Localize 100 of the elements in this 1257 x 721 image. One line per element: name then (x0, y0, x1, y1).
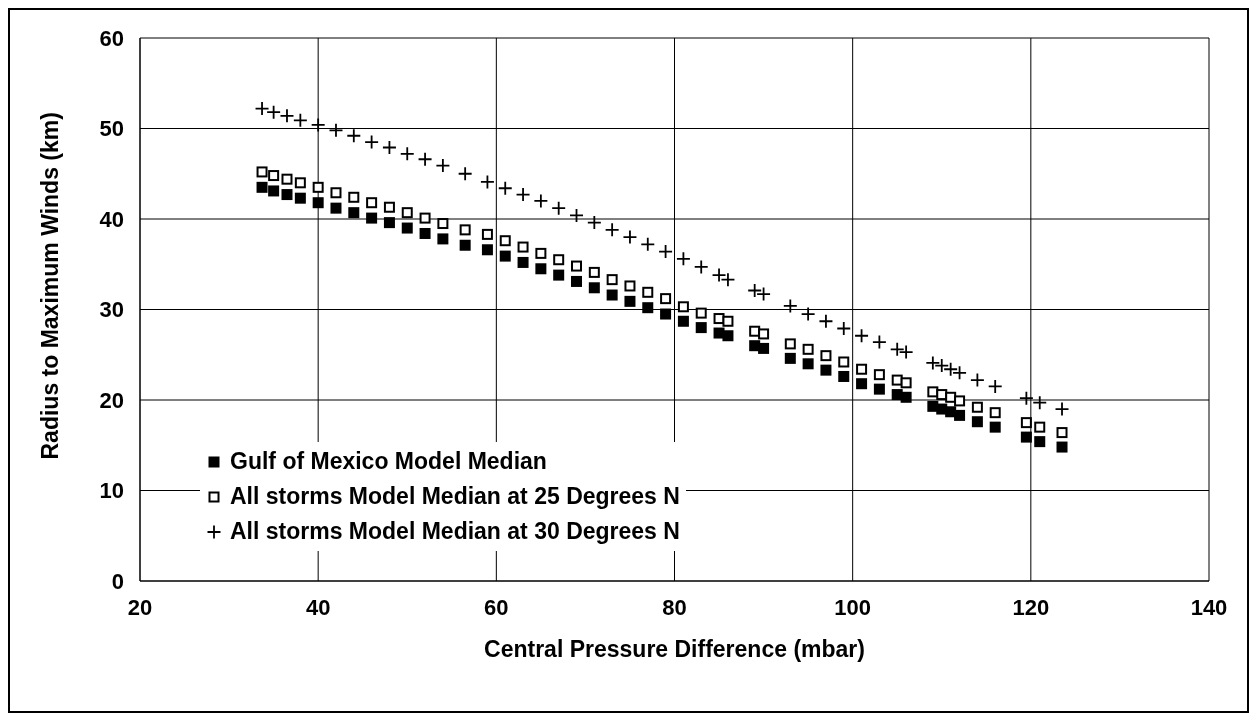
point (838, 370, 850, 382)
point (838, 356, 850, 368)
point (802, 358, 814, 370)
point (459, 239, 471, 251)
x-tick-label: 60 (484, 594, 509, 620)
point (677, 301, 689, 313)
point (758, 342, 770, 354)
legend-label: All storms Model Median at 25 Degrees N (230, 483, 680, 510)
y-tick-label: 40 (99, 206, 124, 232)
point (364, 134, 380, 150)
point (925, 355, 941, 371)
point (622, 229, 638, 245)
point (642, 302, 654, 314)
point (758, 328, 770, 340)
point (971, 401, 983, 413)
point (553, 254, 565, 266)
point (1054, 401, 1070, 417)
point (606, 274, 618, 286)
point (873, 383, 885, 395)
point (624, 280, 636, 292)
y-tick-label: 60 (99, 25, 124, 51)
point (1034, 421, 1046, 433)
point (802, 343, 814, 355)
x-axis-title: Central Pressure Difference (mbar) (484, 636, 865, 662)
point (784, 352, 796, 364)
point (401, 222, 413, 234)
point (499, 235, 511, 247)
point (1018, 390, 1034, 406)
point (459, 224, 471, 236)
x-tick-label: 20 (127, 594, 153, 620)
y-tick-label: 10 (99, 478, 124, 504)
point (254, 101, 270, 116)
point (437, 233, 449, 245)
point (266, 104, 282, 120)
point (569, 207, 584, 223)
point (312, 197, 324, 209)
point (676, 251, 691, 267)
point (328, 122, 344, 138)
point (642, 286, 654, 298)
legend-label: All storms Model Median at 30 Degrees N (230, 518, 680, 545)
point (517, 256, 529, 268)
point (1056, 427, 1068, 439)
point (989, 407, 1001, 419)
point (856, 363, 868, 375)
point (499, 250, 511, 262)
point (856, 378, 868, 390)
point (898, 344, 914, 360)
point (588, 266, 600, 278)
point (268, 185, 280, 197)
point (954, 409, 966, 421)
x-tick-label: 100 (834, 594, 872, 620)
point (515, 187, 531, 202)
point (330, 202, 342, 214)
y-tick-label: 0 (111, 568, 124, 594)
point (820, 364, 832, 376)
point (784, 338, 796, 350)
point (722, 330, 734, 342)
point (971, 416, 983, 428)
point (382, 140, 397, 155)
point (695, 322, 707, 334)
point (722, 315, 734, 327)
point (281, 173, 293, 185)
point (366, 212, 378, 224)
point (854, 328, 869, 344)
x-tick-label: 80 (662, 594, 687, 620)
point (346, 128, 362, 144)
point (281, 189, 293, 201)
point (366, 197, 378, 209)
point (820, 350, 832, 362)
point (586, 215, 602, 231)
point (256, 166, 268, 178)
point (417, 151, 433, 167)
point (401, 207, 413, 219)
point (945, 391, 957, 403)
point (1034, 436, 1046, 448)
point (1020, 417, 1032, 429)
point (954, 395, 966, 407)
point (927, 386, 939, 398)
point (695, 307, 707, 319)
point (900, 377, 912, 389)
point (383, 201, 395, 213)
point (693, 259, 709, 275)
y-tick-label: 50 (99, 116, 124, 142)
point (399, 146, 415, 162)
x-tick-label: 140 (1190, 594, 1228, 620)
point (989, 421, 1001, 433)
point (256, 181, 268, 193)
point (660, 293, 672, 305)
point (1056, 441, 1068, 453)
point (348, 207, 360, 219)
point (533, 193, 549, 209)
x-tick-label: 40 (305, 594, 331, 620)
point (604, 222, 620, 238)
point (497, 180, 513, 196)
point (294, 192, 306, 204)
point (782, 298, 798, 314)
point (889, 341, 905, 357)
point (435, 158, 451, 174)
point (437, 218, 449, 230)
point (294, 177, 306, 189)
